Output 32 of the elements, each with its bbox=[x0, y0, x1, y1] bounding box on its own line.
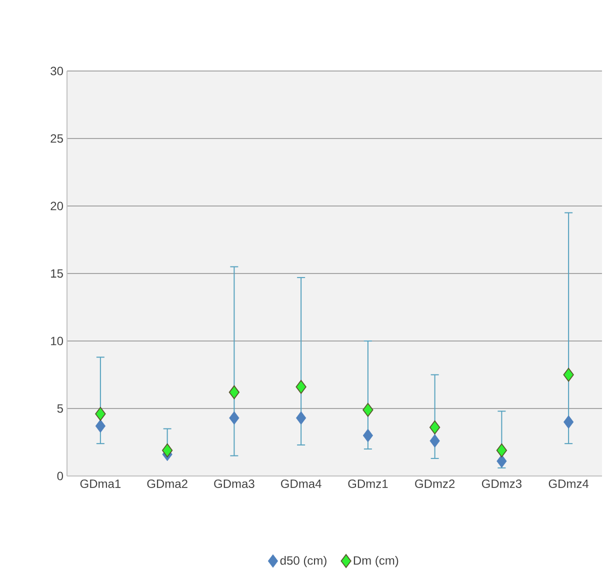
point bbox=[563, 368, 574, 382]
point bbox=[429, 420, 440, 434]
x-tick-label: GDma2 bbox=[147, 480, 188, 488]
y-tick-label: 25 bbox=[50, 134, 63, 143]
x-tick-label: GDmz3 bbox=[482, 480, 522, 488]
point bbox=[563, 415, 574, 429]
x-tick-label: GDmz4 bbox=[548, 480, 589, 488]
x-tick-label: GDma3 bbox=[214, 480, 254, 488]
legend-label: Dm (cm) bbox=[354, 556, 398, 568]
point bbox=[229, 411, 240, 425]
point bbox=[296, 411, 306, 425]
point bbox=[162, 443, 173, 458]
y-tick-label: 10 bbox=[51, 336, 64, 346]
point bbox=[362, 428, 374, 442]
x-tick-label: GDmz2 bbox=[415, 480, 455, 488]
legend-label: d50 (cm) bbox=[280, 556, 326, 568]
x-tick-label: GDma1 bbox=[80, 480, 121, 488]
point bbox=[430, 434, 440, 448]
y-tick-label: 5 bbox=[57, 404, 63, 413]
point bbox=[496, 443, 508, 458]
y-tick-label: 30 bbox=[50, 66, 64, 76]
point bbox=[95, 419, 106, 433]
y-tick-label: 20 bbox=[50, 202, 64, 210]
point bbox=[228, 385, 240, 400]
point bbox=[496, 454, 507, 468]
y-tick-label: 15 bbox=[51, 269, 63, 278]
y-tick-label: 0 bbox=[57, 472, 64, 480]
x-tick-label: GDma4 bbox=[281, 480, 322, 488]
point bbox=[362, 402, 374, 417]
point bbox=[296, 380, 306, 394]
point bbox=[95, 406, 106, 421]
x-tick-label: GDmz1 bbox=[348, 480, 388, 488]
